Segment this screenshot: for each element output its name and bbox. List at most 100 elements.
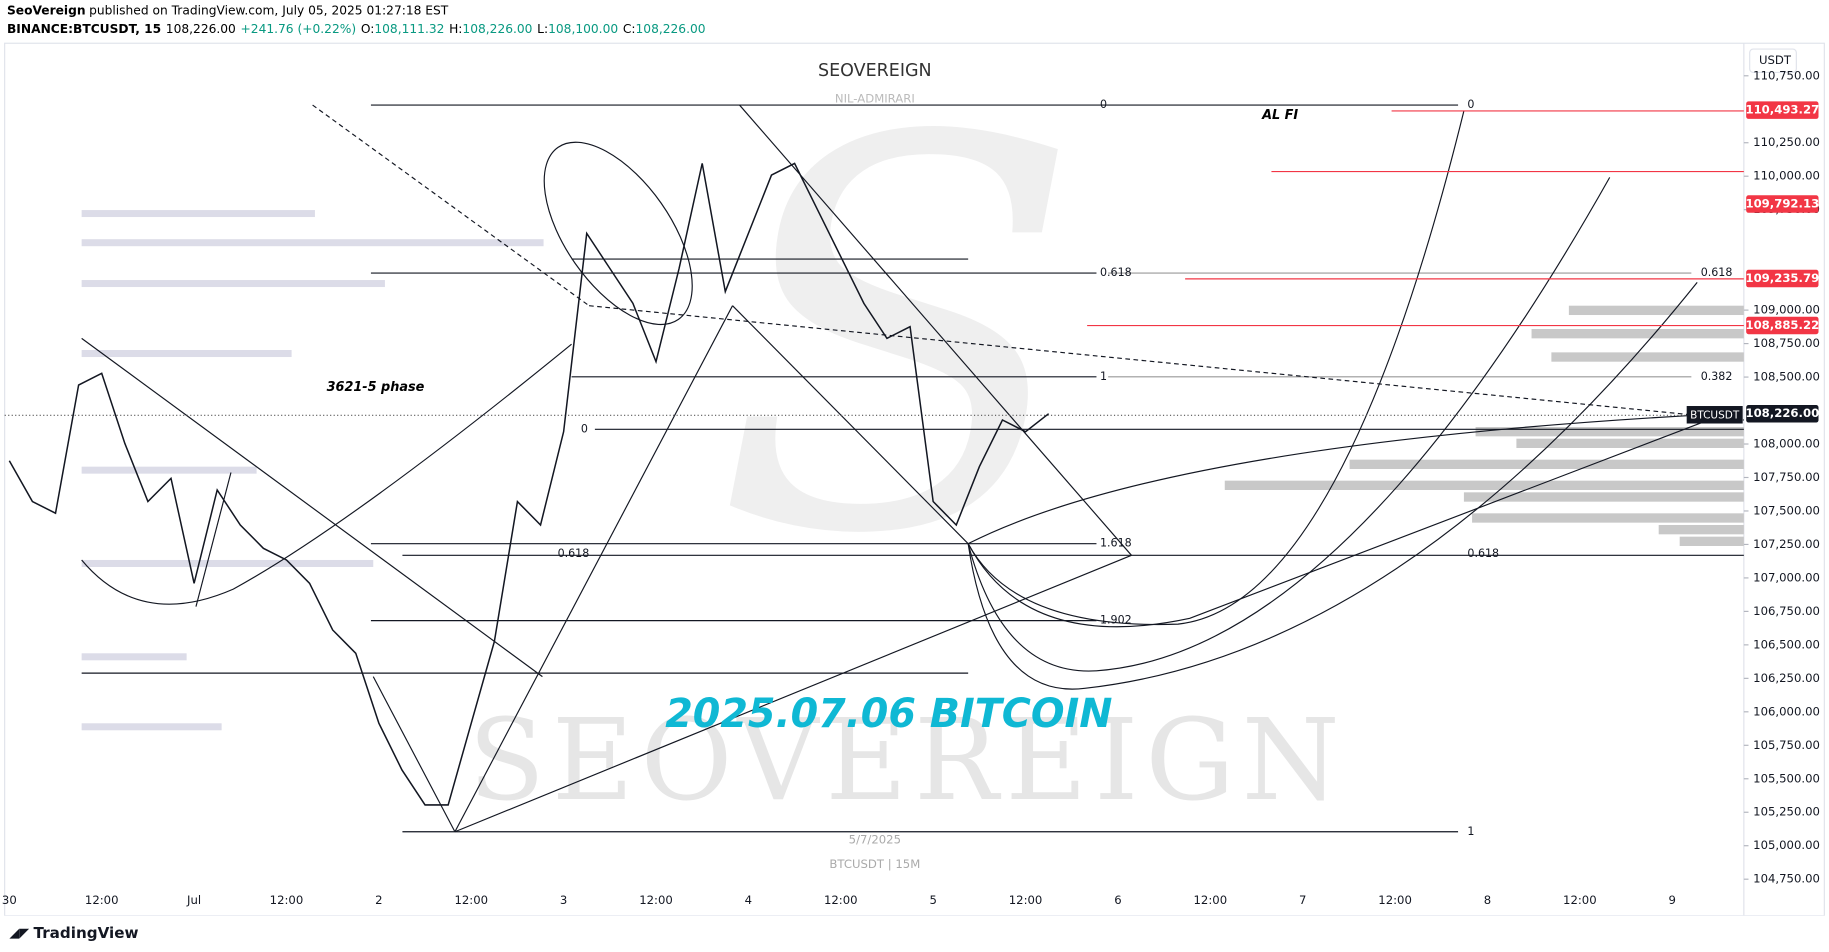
y-tick-label: 106,500.00 bbox=[1753, 637, 1820, 651]
last: 108,226.00 bbox=[166, 22, 236, 36]
o-value: 108,111.32 bbox=[374, 22, 444, 36]
price-label: 108,885.22 bbox=[1745, 318, 1819, 332]
price-label-box bbox=[1746, 316, 1819, 335]
y-tick-label: 105,750.00 bbox=[1753, 738, 1820, 752]
change: +241.76 (+0.22%) bbox=[241, 22, 357, 36]
y-tick-label: 108,750.00 bbox=[1753, 336, 1820, 350]
fib-label: 0 bbox=[1100, 98, 1107, 111]
currency: USDT bbox=[1759, 53, 1792, 67]
x-tick-label: 7 bbox=[1299, 893, 1306, 907]
x-tick-label: 12:00 bbox=[1009, 893, 1043, 907]
x-tick-label: 12:00 bbox=[1563, 893, 1597, 907]
fib-label: 0.382 bbox=[1701, 370, 1733, 383]
fib-label: 1.618 bbox=[1100, 537, 1132, 550]
y-tick-label: 110,750.00 bbox=[1753, 68, 1820, 82]
y-tick-label: 107,500.00 bbox=[1753, 503, 1820, 517]
price-label: 108,226.00 bbox=[1745, 406, 1819, 420]
x-tick-label: 12:00 bbox=[639, 893, 673, 907]
symbol: BINANCE:BTCUSDT, 15 bbox=[7, 22, 161, 36]
l-value: 108,100.00 bbox=[548, 22, 618, 36]
y-tick-label: 107,000.00 bbox=[1753, 570, 1820, 584]
price-label: 110,493.27 bbox=[1745, 103, 1819, 117]
y-tick-label: 105,250.00 bbox=[1753, 805, 1820, 819]
y-tick-label: 110,250.00 bbox=[1753, 135, 1820, 149]
y-tick-label: 108,500.00 bbox=[1753, 370, 1820, 384]
x-tick-label: 12:00 bbox=[824, 893, 858, 907]
watermark: SEOVEREIGN bbox=[468, 696, 1347, 826]
price-label: 109,792.13 bbox=[1745, 197, 1819, 211]
y-tick-label: 107,250.00 bbox=[1753, 537, 1820, 551]
price-label-box bbox=[1746, 195, 1819, 213]
x-tick-label: 12:00 bbox=[1378, 893, 1412, 907]
y-tick-label: 106,250.00 bbox=[1753, 671, 1820, 685]
x-tick-label: 9 bbox=[1669, 893, 1676, 907]
fib-label: 1 bbox=[1100, 370, 1107, 383]
publisher: SeoVereign bbox=[7, 3, 86, 17]
watermark-glyph: S bbox=[714, 26, 1082, 651]
fib-label: 0 bbox=[581, 422, 588, 435]
x-tick-label: 5 bbox=[929, 893, 936, 907]
fib-labels: 0 0.618 1 1.618 1.902 0 0.618 0 0.618 0.… bbox=[558, 98, 1733, 838]
symbol-badge-label: BTCUSDT bbox=[1690, 409, 1740, 421]
x-tick-label: 12:00 bbox=[454, 893, 488, 907]
price-label-box bbox=[1746, 269, 1819, 288]
volume-profile-left bbox=[81, 210, 544, 731]
price-label-box bbox=[1746, 405, 1819, 423]
fib-label: 0.618 bbox=[558, 547, 590, 560]
y-tick-label: 109,000.00 bbox=[1753, 303, 1820, 317]
x-tick-label: 2 bbox=[375, 893, 382, 907]
drawings bbox=[81, 104, 1744, 833]
l-label: L: bbox=[537, 22, 548, 36]
price-levels bbox=[4, 110, 1744, 416]
x-tick-label: 8 bbox=[1484, 893, 1491, 907]
y-tick-label: 110,000.00 bbox=[1753, 169, 1820, 183]
y-tick-label: 104,750.00 bbox=[1753, 872, 1820, 886]
date-stamp: 5/7/2025 bbox=[849, 832, 901, 846]
x-tick-label: 12:00 bbox=[270, 893, 304, 907]
price-line bbox=[8, 162, 1050, 806]
fib-label: 1.902 bbox=[1100, 614, 1132, 627]
x-tick-label: 12:00 bbox=[1194, 893, 1228, 907]
c-label: C: bbox=[623, 22, 636, 36]
price-label: 109,235.79 bbox=[1745, 271, 1819, 285]
fib-label: 0 bbox=[1467, 98, 1474, 111]
headline: 2025.07.06 BITCOIN bbox=[665, 691, 1112, 737]
x-tick-label: 3 bbox=[560, 893, 567, 907]
symbol-stamp: BTCUSDT | 15M bbox=[829, 857, 920, 872]
y-tick-label: 105,000.00 bbox=[1753, 838, 1820, 852]
publisher-line: SeoVereign published on TradingView.com, … bbox=[7, 3, 449, 17]
footer bbox=[0, 915, 1829, 952]
chart-subtitle: NIL-ADMIRARI bbox=[835, 92, 915, 106]
fib-label: 1 bbox=[1467, 825, 1474, 838]
annotation: 3621-5 phase bbox=[327, 380, 425, 395]
symbol-line: BINANCE:BTCUSDT, 15 108,226.00 +241.76 (+0… bbox=[7, 22, 706, 36]
fib-label: 0.618 bbox=[1701, 266, 1733, 279]
y-tick-label: 105,500.00 bbox=[1753, 771, 1820, 785]
y-tick-label: 107,750.00 bbox=[1753, 470, 1820, 484]
c-value: 108,226.00 bbox=[636, 22, 706, 36]
x-tick-label: 30 bbox=[2, 893, 17, 907]
x-tick-label: Jul bbox=[186, 893, 201, 907]
y-tick-label: 106,750.00 bbox=[1753, 604, 1820, 618]
x-tick-label: 6 bbox=[1114, 893, 1121, 907]
volume-profile bbox=[1224, 305, 1744, 546]
x-tick-label: 4 bbox=[745, 893, 752, 907]
published-note: published on TradingView.com, July 05, 2… bbox=[89, 3, 449, 17]
currency-badge[interactable] bbox=[1749, 48, 1797, 73]
o-label: O: bbox=[361, 22, 375, 36]
brand-logo: ◢◤ TradingView bbox=[9, 924, 138, 942]
h-value: 108,226.00 bbox=[462, 22, 532, 36]
brand: TradingView bbox=[34, 924, 139, 942]
chart-title: SEOVEREIGN bbox=[818, 61, 932, 81]
fib-label: 0.618 bbox=[1467, 547, 1499, 560]
y-tick-label: 108,000.00 bbox=[1753, 437, 1820, 451]
annotation: AL FI bbox=[1261, 108, 1298, 123]
fib-label: 0.618 bbox=[1100, 266, 1132, 279]
h-label: H: bbox=[449, 22, 462, 36]
y-tick-label: 106,000.00 bbox=[1753, 704, 1820, 718]
x-tick-label: 12:00 bbox=[85, 893, 119, 907]
price-label-box bbox=[1746, 101, 1819, 119]
